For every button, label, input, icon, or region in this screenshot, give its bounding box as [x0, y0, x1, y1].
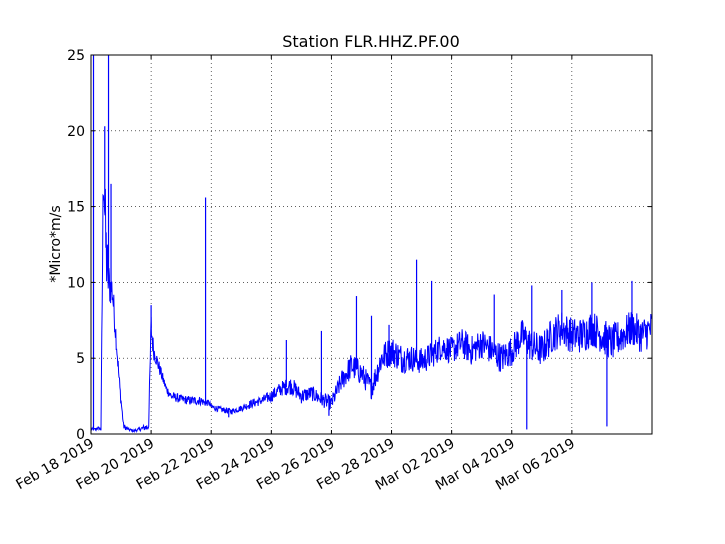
y-axis-label: *Micro*m/s: [48, 205, 64, 282]
y-tick-label: 5: [76, 351, 85, 367]
y-axis: 0 5 10 15 20 25: [67, 48, 652, 443]
y-tick-label: 25: [67, 48, 85, 64]
y-tick-label: 10: [67, 275, 85, 291]
plot-frame: [90, 54, 653, 435]
y-tick-label: 15: [67, 200, 85, 216]
y-tick-label: 20: [67, 124, 85, 140]
series-line: [91, 188, 652, 434]
series-group: [91, 55, 652, 434]
y-tick-label: 0: [76, 427, 85, 443]
chart-title: Station FLR.HHZ.PF.00: [282, 32, 460, 51]
